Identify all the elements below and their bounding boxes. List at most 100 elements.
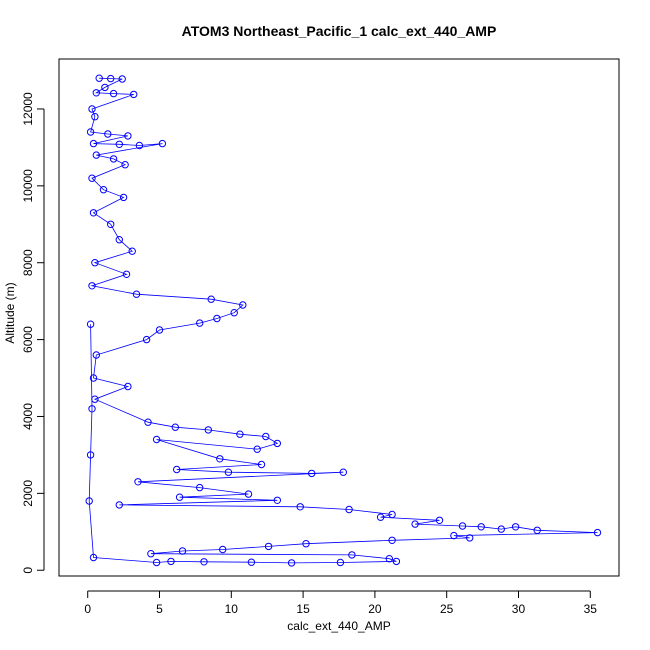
data-point xyxy=(308,469,316,478)
x-axis-label: calc_ext_440_AMP xyxy=(287,619,390,633)
data-point xyxy=(435,516,444,524)
data-point xyxy=(107,220,115,229)
data-point xyxy=(216,455,224,463)
data-point xyxy=(339,468,347,476)
data-point xyxy=(196,483,204,492)
data-point xyxy=(135,141,144,150)
y-tick-label: 6000 xyxy=(21,326,35,353)
data-point xyxy=(115,140,124,149)
data-point xyxy=(130,90,138,99)
data-point xyxy=(264,542,273,551)
data-point xyxy=(273,439,281,448)
data-point xyxy=(204,426,213,434)
data-point xyxy=(88,282,96,290)
data-point xyxy=(296,503,304,511)
data-point xyxy=(89,209,98,217)
data-point xyxy=(302,540,310,548)
data-point xyxy=(144,418,152,426)
data-point xyxy=(85,497,93,505)
data-point xyxy=(134,478,142,486)
data-point xyxy=(262,432,270,441)
data-point xyxy=(91,113,99,121)
data-point xyxy=(115,501,124,509)
chart-title: ATOM3 Northeast_Pacific_1 calc_ext_440_A… xyxy=(182,23,497,39)
data-point xyxy=(86,128,95,136)
data-point xyxy=(121,161,129,169)
data-point xyxy=(593,528,602,537)
data-point xyxy=(99,186,108,194)
x-tick-label: 25 xyxy=(440,602,454,616)
data-point xyxy=(336,558,345,567)
data-point xyxy=(158,139,167,148)
data-point xyxy=(173,465,181,474)
data-point xyxy=(124,132,132,140)
data-point xyxy=(89,553,98,562)
data-point xyxy=(477,523,485,531)
data-point xyxy=(345,505,353,514)
data-point xyxy=(152,435,161,444)
data-point xyxy=(348,551,356,559)
series-line xyxy=(88,77,598,564)
data-point xyxy=(244,490,253,498)
y-tick-label: 12000 xyxy=(21,92,35,126)
data-point xyxy=(219,545,227,554)
y-tick-label: 4000 xyxy=(21,403,35,430)
y-tick-label: 10000 xyxy=(21,169,35,203)
data-point xyxy=(450,531,458,540)
data-point xyxy=(388,510,396,519)
y-axis-label: Altitude (m) xyxy=(3,282,17,343)
data-point xyxy=(392,557,401,566)
x-tick-label: 5 xyxy=(156,602,163,616)
x-tick-label: 15 xyxy=(296,602,310,616)
data-point xyxy=(107,74,115,83)
y-axis: 0 2000 4000 6000 8000 10000 12000 xyxy=(21,92,45,574)
data-point xyxy=(167,557,175,566)
data-point xyxy=(101,83,109,92)
data-point xyxy=(92,351,101,359)
data-point xyxy=(287,559,296,567)
data-point xyxy=(115,236,124,244)
data-point xyxy=(175,493,184,501)
data-point xyxy=(253,445,261,453)
data-point xyxy=(458,522,467,530)
data-point xyxy=(89,374,98,382)
data-point xyxy=(224,468,233,476)
data-point xyxy=(86,451,95,459)
x-tick-label: 30 xyxy=(512,602,526,616)
data-point xyxy=(511,523,520,531)
y-tick-label: 0 xyxy=(21,567,35,574)
data-point xyxy=(91,259,99,267)
data-point xyxy=(124,382,132,391)
data-point xyxy=(152,558,161,567)
data-point xyxy=(388,536,396,544)
x-tick-label: 10 xyxy=(225,602,239,616)
data-point xyxy=(466,534,474,542)
data-point xyxy=(119,193,128,202)
x-tick-label: 0 xyxy=(84,602,91,616)
data-point xyxy=(109,89,118,98)
data-point xyxy=(247,558,256,566)
data-point xyxy=(88,105,96,113)
data-point xyxy=(89,139,98,148)
data-point xyxy=(213,314,221,323)
data-point xyxy=(147,550,155,558)
y-tick-label: 2000 xyxy=(21,480,35,507)
data-series xyxy=(85,74,602,567)
data-point xyxy=(178,547,187,555)
plot-area-frame xyxy=(58,58,620,577)
data-point xyxy=(533,526,541,534)
data-point xyxy=(104,130,112,138)
data-point xyxy=(118,75,126,83)
data-point xyxy=(196,319,204,327)
data-point xyxy=(200,558,208,566)
data-point xyxy=(273,496,281,504)
data-point xyxy=(385,555,393,563)
data-point xyxy=(236,430,244,438)
data-point xyxy=(122,270,131,278)
data-point xyxy=(109,155,118,163)
data-point xyxy=(128,247,136,255)
data-point xyxy=(132,290,141,298)
